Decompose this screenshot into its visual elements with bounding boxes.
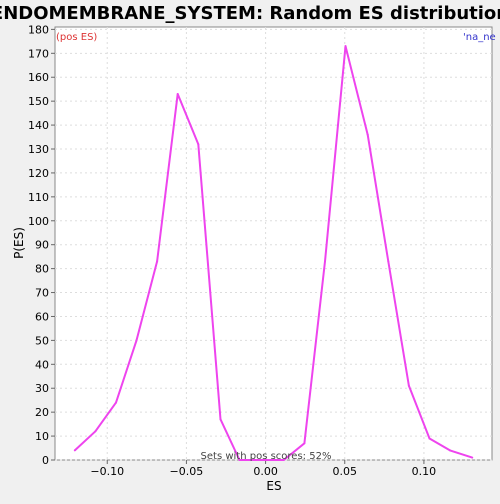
y-axis-label: P(ES): [12, 227, 26, 259]
y-axis: 0 10 20 30 40 50 60 70 80 90 100 110 120 130 140 150 160…: [28, 23, 55, 467]
data-point: [471, 456, 474, 459]
y-tick-label: 30: [35, 382, 49, 395]
x-axis: −0.10 −0.05 0.00 0.05 0.10: [90, 460, 436, 478]
y-tick-label: 60: [35, 310, 49, 323]
y-tick-label: 140: [28, 119, 49, 132]
y-tick-label: 110: [28, 191, 49, 204]
data-point: [303, 442, 306, 445]
right-corner-annotation: 'na_ne: [463, 32, 496, 43]
data-point: [94, 430, 97, 433]
x-tick-label: 0.10: [412, 465, 437, 478]
data-point: [449, 449, 452, 452]
y-tick-label: 0: [42, 454, 49, 467]
y-tick-label: 80: [35, 263, 49, 276]
left-corner-annotation: (pos ES): [56, 32, 97, 43]
data-point: [428, 437, 431, 440]
x-tick-label: 0.00: [253, 465, 278, 478]
y-tick-label: 70: [35, 287, 49, 300]
data-point: [366, 133, 369, 136]
grid-lines: [55, 27, 492, 461]
y-tick-label: 100: [28, 215, 49, 228]
x-tick-label: −0.05: [170, 465, 204, 478]
data-point: [282, 459, 285, 461]
y-tick-label: 180: [28, 23, 49, 36]
data-point: [323, 260, 326, 263]
data-point: [176, 92, 179, 95]
data-point: [114, 401, 117, 404]
y-tick-label: 120: [28, 167, 49, 180]
data-point: [197, 143, 200, 146]
data-point: [238, 459, 241, 461]
x-axis-label: ES: [266, 479, 281, 493]
y-tick-label: 170: [28, 47, 49, 60]
chart-title: ENDOMEMBRANE_SYSTEM: Random ES distribut…: [0, 3, 500, 24]
y-tick-label: 130: [28, 143, 49, 156]
y-tick-label: 40: [35, 358, 49, 371]
data-point: [344, 45, 347, 48]
y-tick-label: 10: [35, 430, 49, 443]
x-tick-label: 0.05: [333, 465, 358, 478]
data-point: [156, 260, 159, 263]
y-tick-label: 20: [35, 406, 49, 419]
y-tick-label: 160: [28, 71, 49, 84]
data-point: [219, 418, 222, 421]
series-group: [73, 45, 474, 461]
data-point: [387, 260, 390, 263]
plot-area: [54, 26, 493, 461]
data-point: [73, 449, 76, 452]
x-tick-label: −0.10: [90, 465, 124, 478]
y-tick-label: 50: [35, 334, 49, 347]
data-point: [135, 339, 138, 342]
y-tick-label: 150: [28, 95, 49, 108]
footer-annotation: Sets with pos scores: 52%: [201, 451, 332, 462]
data-point: [407, 384, 410, 387]
y-tick-label: 90: [35, 239, 49, 252]
